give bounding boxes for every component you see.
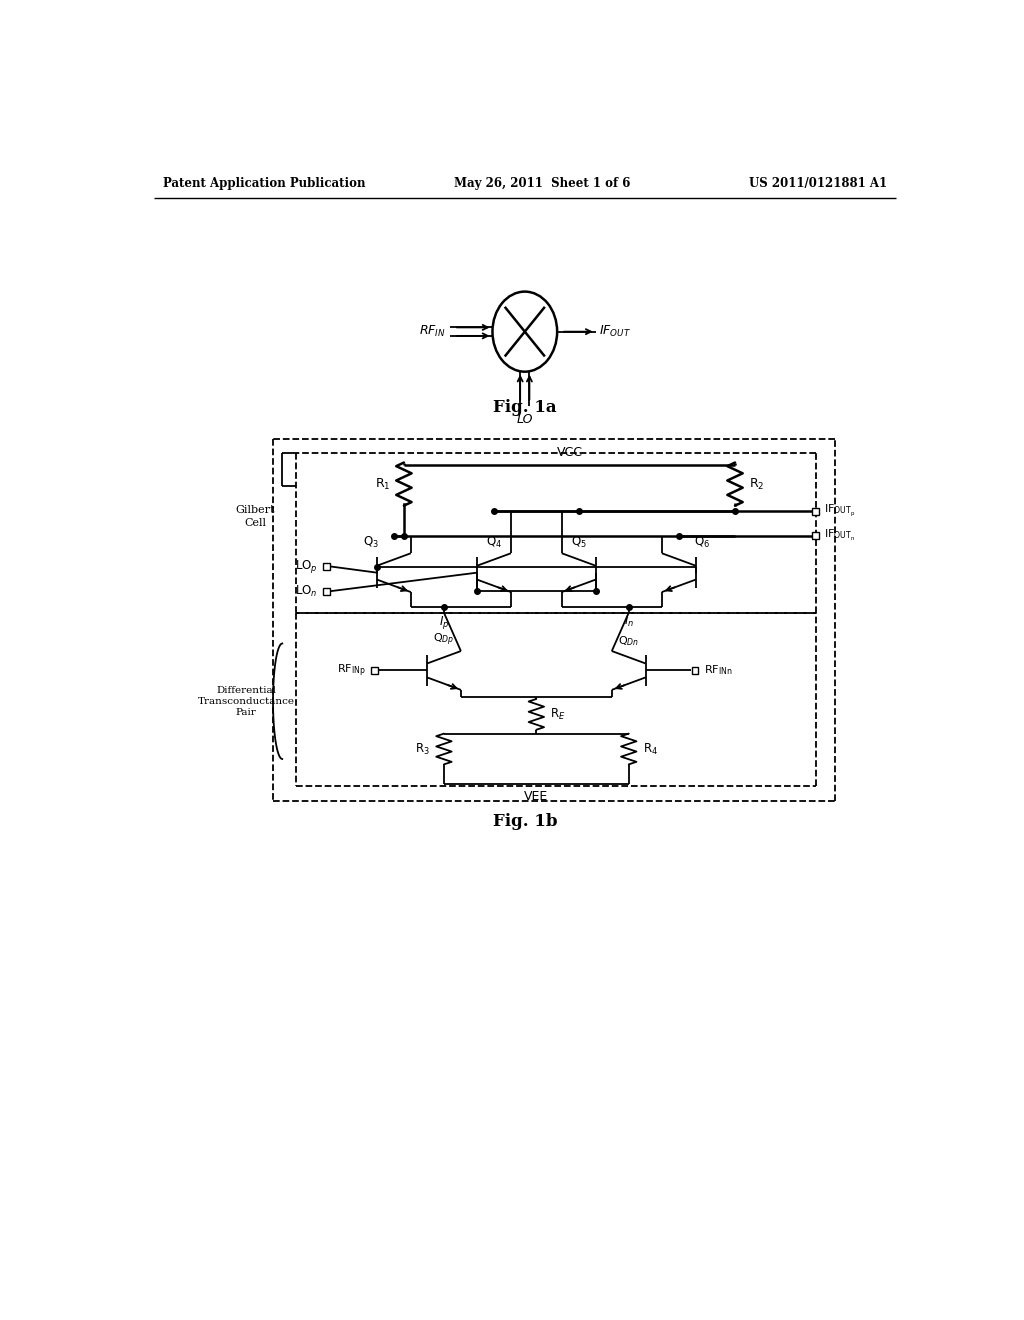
- Text: RF$_{\mathregular{INp}}$: RF$_{\mathregular{INp}}$: [337, 663, 366, 678]
- Text: R$_4$: R$_4$: [643, 742, 657, 756]
- Text: IF$_{\mathregular{OUT_p}}$: IF$_{\mathregular{OUT_p}}$: [824, 503, 856, 519]
- Text: LO$_p$: LO$_p$: [295, 558, 317, 576]
- Text: Q$_{Dn}$: Q$_{Dn}$: [618, 635, 639, 648]
- Bar: [691, 667, 698, 675]
- Text: Fig. 1a: Fig. 1a: [493, 399, 557, 416]
- Text: Q$_5$: Q$_5$: [570, 536, 587, 550]
- Text: LO: LO: [516, 413, 534, 425]
- Text: R$_1$: R$_1$: [375, 477, 390, 491]
- Text: Gilbert
Cell: Gilbert Cell: [236, 504, 275, 528]
- Text: RF$_{\mathregular{INn}}$: RF$_{\mathregular{INn}}$: [705, 664, 733, 677]
- Text: IF$_{\mathregular{OUT}}$: IF$_{\mathregular{OUT}}$: [599, 325, 632, 339]
- Text: I$_n$: I$_n$: [624, 614, 634, 630]
- Text: I$_p$: I$_p$: [438, 614, 450, 631]
- Bar: [324, 587, 331, 594]
- Text: RF$_{\mathregular{IN}}$: RF$_{\mathregular{IN}}$: [420, 325, 446, 339]
- Text: Patent Application Publication: Patent Application Publication: [163, 177, 366, 190]
- Text: IF$_{\mathregular{OUT_n}}$: IF$_{\mathregular{OUT_n}}$: [824, 528, 856, 544]
- Bar: [812, 508, 819, 515]
- Text: R$_2$: R$_2$: [749, 477, 764, 491]
- Text: US 2011/0121881 A1: US 2011/0121881 A1: [749, 177, 887, 190]
- Text: LO$_n$: LO$_n$: [295, 583, 317, 599]
- Bar: [324, 564, 331, 570]
- Text: Q$_{Dp}$: Q$_{Dp}$: [433, 632, 455, 648]
- Text: Differential
Transconductance
Pair: Differential Transconductance Pair: [198, 685, 295, 717]
- Text: Fig. 1b: Fig. 1b: [493, 813, 557, 830]
- Text: VEE: VEE: [524, 789, 549, 803]
- Text: VCC: VCC: [556, 446, 583, 459]
- Text: Q$_6$: Q$_6$: [694, 536, 710, 550]
- Text: May 26, 2011  Sheet 1 of 6: May 26, 2011 Sheet 1 of 6: [454, 177, 631, 190]
- Bar: [812, 532, 819, 539]
- Text: R$_E$: R$_E$: [550, 706, 565, 722]
- Bar: [371, 667, 378, 675]
- Text: Q$_3$: Q$_3$: [362, 536, 379, 550]
- Text: R$_3$: R$_3$: [416, 742, 430, 756]
- Text: Q$_4$: Q$_4$: [486, 536, 502, 550]
